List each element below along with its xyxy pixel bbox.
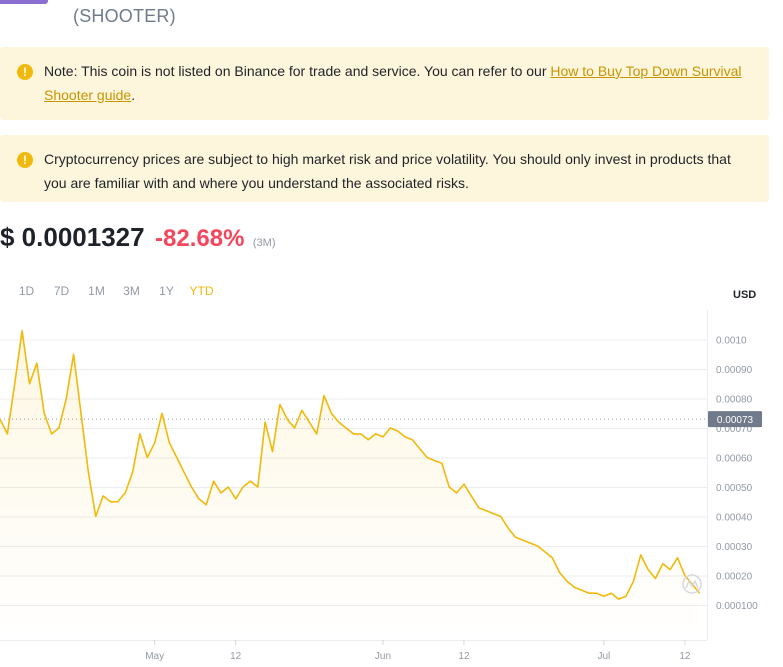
y-tick-label: 0.00020 bbox=[716, 572, 753, 583]
price-row: $ 0.0001327 -82.68% (3M) bbox=[0, 222, 276, 256]
range-tab-1y[interactable]: 1Y bbox=[159, 284, 174, 298]
listing-notice-text: Note: This coin is not listed on Binance… bbox=[44, 63, 551, 79]
x-tick-label: 12 bbox=[679, 651, 691, 662]
x-tick-label: Jul bbox=[597, 651, 610, 662]
risk-notice-text: Cryptocurrency prices are subject to hig… bbox=[44, 151, 731, 191]
y-tick-label: 0.00030 bbox=[716, 542, 753, 553]
price-line bbox=[0, 329, 701, 600]
y-tick-label: 0.00050 bbox=[716, 483, 753, 494]
y-tick-label: 0.00040 bbox=[716, 513, 753, 524]
x-tick-label: 12 bbox=[230, 651, 242, 662]
y-tick-label: 0.0010 bbox=[716, 336, 747, 347]
y-tick-label: 0.00060 bbox=[716, 454, 753, 465]
x-tick-label: Jun bbox=[375, 651, 391, 662]
y-tick-label: 0.00070 bbox=[716, 424, 753, 435]
how-to-buy-guide-link[interactable]: How to Buy Top Down Survival Shooter gui… bbox=[44, 63, 742, 103]
watermark-logo-icon bbox=[682, 574, 702, 594]
x-tick-label: 12 bbox=[458, 651, 470, 662]
warning-icon: ! bbox=[17, 152, 33, 168]
coin-logo bbox=[0, 0, 48, 4]
time-range-tabs: 1D 7D 1M 3M 1Y YTD bbox=[9, 284, 219, 298]
risk-notice: ! Cryptocurrency prices are subject to h… bbox=[0, 135, 769, 202]
range-tab-1m[interactable]: 1M bbox=[88, 284, 105, 298]
y-tick-label: 0.00080 bbox=[716, 395, 753, 406]
current-price: $ 0.0001327 bbox=[0, 222, 145, 252]
change-period: (3M) bbox=[252, 237, 276, 249]
listing-notice: ! Note: This coin is not listed on Binan… bbox=[0, 47, 769, 120]
y-tick-label: 0.00090 bbox=[716, 365, 753, 376]
range-tab-3m[interactable]: 3M bbox=[123, 284, 140, 298]
range-tab-ytd[interactable]: YTD bbox=[189, 284, 214, 298]
price-chart[interactable]: 0.0010 0.00090 0.00080 0.00070 0.00060 0.0005… bbox=[0, 310, 783, 667]
coin-ticker: (SHOOTER) bbox=[73, 6, 176, 26]
current-price-badge bbox=[708, 411, 762, 428]
range-tab-1d[interactable]: 1D bbox=[18, 284, 35, 298]
range-tab-7d[interactable]: 7D bbox=[53, 284, 70, 298]
warning-icon: ! bbox=[17, 64, 33, 80]
current-price-badge-label: 0.00073 bbox=[717, 415, 754, 426]
listing-notice-suffix: . bbox=[131, 87, 136, 103]
price-change: -82.68% bbox=[155, 225, 245, 252]
price-area bbox=[0, 330, 700, 640]
currency-label: USD bbox=[733, 289, 757, 301]
x-tick-label: May bbox=[145, 651, 164, 662]
y-tick-label: 0.000100 bbox=[716, 601, 758, 612]
